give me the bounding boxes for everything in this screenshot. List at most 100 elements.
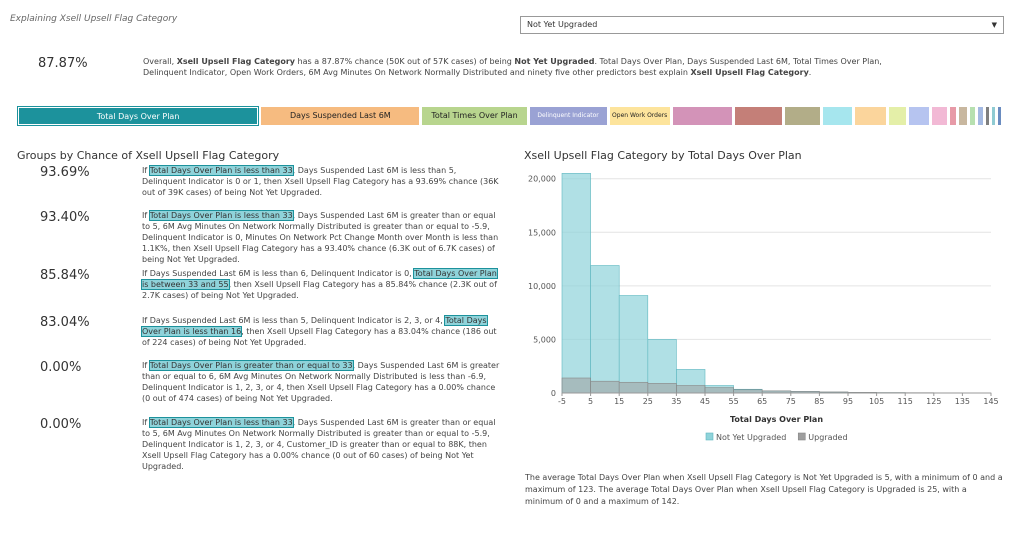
factor-segment[interactable] bbox=[969, 107, 975, 125]
page-title: Explaining Xsell Upsell Flag Category bbox=[10, 14, 178, 24]
histogram-bar bbox=[561, 377, 591, 394]
factor-segment[interactable]: Open Work Orders bbox=[609, 107, 670, 125]
x-tick-label: 65 bbox=[757, 397, 767, 406]
x-tick-label: 95 bbox=[843, 397, 853, 406]
factor-segment[interactable]: Delinquent Indicator bbox=[529, 107, 607, 125]
text: If bbox=[142, 211, 150, 220]
x-tick-label: 25 bbox=[643, 397, 653, 406]
text: If bbox=[142, 418, 150, 427]
y-tick-label: 0 bbox=[551, 389, 556, 398]
text: , then Xsell Upsell Flag Category has a … bbox=[142, 280, 497, 300]
text: , Days Suspended Last 6M is greater than… bbox=[142, 418, 496, 471]
factor-segment[interactable] bbox=[854, 107, 886, 125]
text: If bbox=[142, 361, 150, 370]
highlight: Total Days Over Plan is greater than or … bbox=[148, 360, 354, 371]
factor-segment[interactable] bbox=[977, 107, 983, 125]
text: . bbox=[808, 68, 812, 77]
x-tick-label: 15 bbox=[614, 397, 624, 406]
group-percent: 93.69% bbox=[40, 165, 90, 180]
chart-title: Xsell Upsell Flag Category by Total Days… bbox=[524, 149, 802, 162]
x-tick-label: 85 bbox=[814, 397, 824, 406]
group-text: If Days Suspended Last 6M is less than 5… bbox=[141, 315, 500, 348]
dropdown-value: Not Yet Upgraded bbox=[527, 20, 598, 29]
response-dropdown[interactable]: Not Yet Upgraded ▼ bbox=[520, 16, 1004, 34]
histogram-bar bbox=[618, 295, 649, 394]
factor-segment[interactable] bbox=[958, 107, 967, 125]
x-tick-label: -5 bbox=[558, 397, 566, 406]
factor-label: Days Suspended Last 6M bbox=[289, 111, 391, 120]
summary-text: Overall, Xsell Upsell Flag Category has … bbox=[143, 56, 883, 78]
factor-segment[interactable] bbox=[908, 107, 929, 125]
text: , Days Suspended Last 6M is greater than… bbox=[142, 211, 499, 264]
bold-text: Xsell Upsell Flag Category bbox=[176, 57, 296, 66]
group-text: If Days Suspended Last 6M is less than 6… bbox=[141, 268, 500, 301]
group-text: If Total Days Over Plan is less than 33,… bbox=[142, 417, 500, 472]
x-tick-label: 135 bbox=[955, 397, 970, 406]
factor-segment[interactable] bbox=[985, 107, 989, 125]
text: Overall, bbox=[143, 57, 177, 66]
x-tick-label: 145 bbox=[983, 397, 998, 406]
x-tick-label: 45 bbox=[700, 397, 710, 406]
text: has a 87.87% chance (50K out of 57K case… bbox=[295, 57, 515, 66]
group-percent: 85.84% bbox=[40, 268, 90, 283]
factor-segment[interactable] bbox=[734, 107, 782, 125]
x-tick-label: 115 bbox=[898, 397, 913, 406]
text: If Days Suspended Last 6M is less than 5… bbox=[142, 316, 446, 325]
group-percent: 0.00% bbox=[40, 417, 82, 432]
factor-segment[interactable]: Days Suspended Last 6M bbox=[261, 107, 420, 125]
x-tick-label: 35 bbox=[671, 397, 681, 406]
x-tick-label: 125 bbox=[926, 397, 941, 406]
text: . Total Days Over Plan, Days Suspended L… bbox=[143, 57, 882, 77]
factor-segment[interactable]: Total Days Over Plan bbox=[16, 106, 260, 126]
y-tick-label: 5,000 bbox=[533, 335, 556, 344]
histogram-bar bbox=[647, 383, 677, 394]
histogram-bar bbox=[590, 265, 620, 394]
legend-swatch bbox=[705, 432, 714, 441]
group-text: If Total Days Over Plan is less than 33,… bbox=[142, 210, 500, 265]
factor-label: Delinquent Indicator bbox=[537, 112, 599, 119]
y-tick-label: 10,000 bbox=[528, 282, 556, 291]
histogram-bar bbox=[590, 380, 620, 394]
factor-segment[interactable] bbox=[949, 107, 956, 125]
histogram-bar bbox=[676, 385, 706, 394]
dropdown-arrow: ▼ bbox=[991, 21, 997, 29]
factor-segment[interactable]: Total Times Over Plan bbox=[422, 107, 527, 125]
chart-footer: The average Total Days Over Plan when Xs… bbox=[525, 473, 1003, 506]
text: If Days Suspended Last 6M is less than 6… bbox=[142, 269, 415, 278]
text: If bbox=[142, 166, 150, 175]
summary-percent: 87.87% bbox=[38, 56, 88, 71]
groups-title: Groups by Chance of Xsell Upsell Flag Ca… bbox=[17, 149, 280, 162]
x-tick-label: 5 bbox=[588, 397, 593, 406]
bold-text: Xsell Upsell Flag Category bbox=[690, 68, 809, 77]
x-tick-label: 55 bbox=[729, 397, 739, 406]
legend-swatch bbox=[797, 432, 806, 441]
x-tick-label: 105 bbox=[869, 397, 884, 406]
bold-text: Not Yet Upgraded bbox=[514, 57, 595, 66]
histogram-bar bbox=[561, 173, 591, 394]
factor-segment[interactable] bbox=[822, 107, 852, 125]
factor-segment[interactable] bbox=[991, 107, 995, 125]
text: , Days Suspended Last 6M is greater than… bbox=[142, 361, 500, 403]
group-text: If Total Days Over Plan is greater than … bbox=[142, 360, 500, 404]
x-axis-label: Total Days Over Plan bbox=[730, 415, 823, 424]
factor-segment[interactable] bbox=[784, 107, 820, 125]
factor-segment[interactable] bbox=[931, 107, 947, 125]
legend-label: Not Yet Upgraded bbox=[716, 433, 786, 442]
factor-label: Total Days Over Plan bbox=[96, 112, 180, 121]
text: , Days Suspended Last 6M is less than 5,… bbox=[142, 166, 499, 197]
factor-segment[interactable] bbox=[997, 107, 1001, 125]
factor-bar: Total Days Over Plan Days Suspended Last … bbox=[16, 106, 1001, 126]
group-text: If Total Days Over Plan is less than 33,… bbox=[142, 165, 500, 198]
y-tick-label: 20,000 bbox=[528, 175, 556, 184]
highlight: Total Days Over Plan is less than 33 bbox=[148, 210, 294, 221]
factor-segment[interactable] bbox=[888, 107, 906, 125]
group-percent: 93.40% bbox=[40, 210, 90, 225]
highlight: Total Days Over Plan is less than 33 bbox=[148, 417, 294, 428]
factor-segment[interactable] bbox=[672, 107, 732, 125]
text: , then Xsell Upsell Flag Category has a … bbox=[142, 327, 497, 347]
factor-label: Open Work Orders bbox=[612, 112, 668, 119]
histogram-bar bbox=[618, 381, 649, 394]
x-tick-label: 75 bbox=[786, 397, 796, 406]
